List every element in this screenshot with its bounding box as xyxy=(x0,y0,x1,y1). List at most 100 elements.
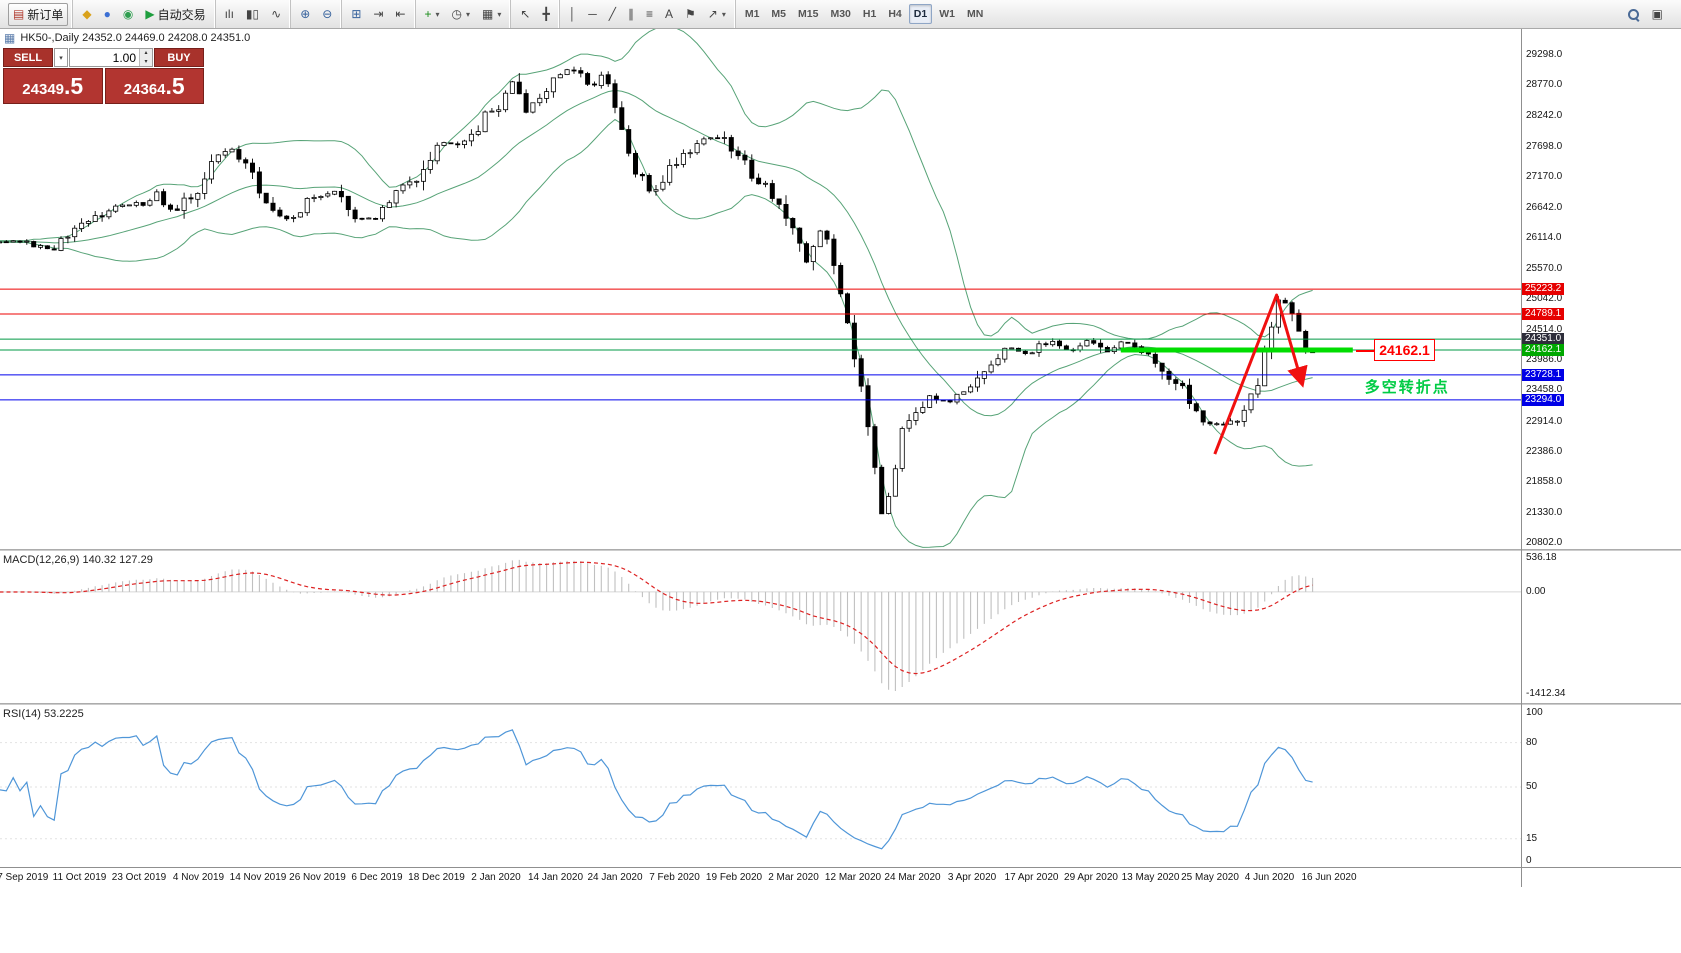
volume-stepper[interactable]: 1.00 ▴ ▾ xyxy=(69,48,153,67)
tile-windows-icon: ⊞ xyxy=(351,7,362,21)
rsi-panel[interactable]: RSI(14) 53.2225 100 80 50 15 0 xyxy=(0,705,1681,867)
zoom-in-button[interactable]: ⊕ xyxy=(295,5,315,23)
toolbar-group-windows: ⊞ ⇥ ⇤ xyxy=(341,0,414,28)
price-tick-label: 23458.0 xyxy=(1526,384,1563,396)
price-badge-24789.1: 24789.1 xyxy=(1522,307,1565,320)
bar-chart-button[interactable]: ılı xyxy=(220,5,239,23)
timeframe-mn[interactable]: MN xyxy=(962,4,988,24)
rsi-canvas xyxy=(0,729,1521,850)
volume-value: 1.00 xyxy=(112,51,136,65)
spin-up-icon[interactable]: ▴ xyxy=(140,49,152,58)
label-button[interactable]: ⚑ xyxy=(680,5,701,23)
timeframe-mn-label: MN xyxy=(966,8,984,20)
templates-button[interactable]: ▦ ▾ xyxy=(477,5,506,23)
navigator-icon[interactable]: ● xyxy=(99,5,116,23)
order-type-dropdown[interactable]: ▾ xyxy=(54,48,68,67)
arrows-button[interactable]: ↗ ▾ xyxy=(703,5,731,23)
price-tick-label: 23986.0 xyxy=(1526,354,1563,366)
price-tick-label: 24514.0 xyxy=(1526,323,1563,335)
cursor-button[interactable]: ↖ xyxy=(515,5,535,23)
vertical-line-icon: │ xyxy=(568,7,577,21)
macd-signal-line xyxy=(0,561,1313,675)
candlestick-chart-button[interactable]: ▮▯ xyxy=(241,5,264,23)
line-chart-button[interactable]: ∿ xyxy=(266,5,286,23)
trade-buttons-row: SELL ▾ 1.00 ▴ ▾ BUY xyxy=(3,48,204,67)
date-tick-label: 19 Feb 2020 xyxy=(705,872,763,883)
sell-price-display[interactable]: 24349.5 xyxy=(3,68,103,104)
terminal-icon[interactable]: ◉ xyxy=(118,5,138,23)
price-chart-panel[interactable]: ▦ HK50-,Daily 24352.0 24469.0 24208.0 24… xyxy=(0,29,1681,549)
macd-label: MACD(12,26,9) 140.32 127.29 xyxy=(3,554,153,566)
horizontal-line-button[interactable]: ─ xyxy=(583,5,602,23)
auto-scroll-button[interactable]: ⇥ xyxy=(368,5,388,23)
equidistant-channel-icon: ∥ xyxy=(627,7,634,21)
timeframe-m15-label: M15 xyxy=(798,8,819,20)
symbol-search-button[interactable] xyxy=(1622,5,1645,24)
market-watch-icon-icon: ◆ xyxy=(82,7,92,21)
timeframe-m1[interactable]: M1 xyxy=(740,4,765,24)
market-watch-icon[interactable]: ◆ xyxy=(77,5,96,23)
text-button[interactable]: A xyxy=(660,5,678,23)
equidistant-channel-button[interactable]: ∥ xyxy=(623,5,639,23)
date-tick-label: 2 Jan 2020 xyxy=(471,872,521,883)
date-tick-label: 25 May 2020 xyxy=(1181,872,1239,883)
date-tick-label: 4 Jun 2020 xyxy=(1244,872,1295,883)
toolbar-group-chart-tools: + ▾ ◷ ▾ ▦ ▾ xyxy=(414,0,511,28)
autotrading-icon: ▶ xyxy=(145,7,155,21)
buy-price-display[interactable]: 24364.5 xyxy=(104,68,204,104)
periods-button[interactable]: ◷ ▾ xyxy=(447,5,476,23)
price-tick-label: 22386.0 xyxy=(1526,446,1563,458)
macd-axis-label: -1412.34 xyxy=(1526,688,1566,699)
timeframe-m15[interactable]: M15 xyxy=(793,4,823,24)
bollinger-lower-band xyxy=(0,118,1313,548)
timeframe-h1[interactable]: H1 xyxy=(858,4,881,24)
zoom-out-button[interactable]: ⊖ xyxy=(317,5,337,23)
terminal-icon-icon: ◉ xyxy=(122,7,134,21)
price-tick-label: 20802.0 xyxy=(1526,537,1563,548)
window-layout-button[interactable]: ▣ xyxy=(1647,5,1668,23)
macd-panel[interactable]: MACD(12,26,9) 140.32 127.29 536.18 0.00 -1… xyxy=(0,551,1681,703)
sell-button[interactable]: SELL xyxy=(3,48,53,67)
autotrading-button[interactable]: ▶ 自动交易 xyxy=(140,3,210,26)
tile-windows-button[interactable]: ⊞ xyxy=(346,5,366,23)
buy-button[interactable]: BUY xyxy=(154,48,204,67)
timeframe-m5[interactable]: M5 xyxy=(766,4,791,24)
chart-shift-button[interactable]: ⇤ xyxy=(390,5,410,23)
vertical-line-button[interactable]: │ xyxy=(564,5,582,23)
spin-down-icon[interactable]: ▾ xyxy=(140,57,152,66)
text-icon: A xyxy=(664,7,673,21)
macd-axis-label: 0.00 xyxy=(1526,585,1546,597)
chart-window: ▦ HK50-,Daily 24352.0 24469.0 24208.0 24… xyxy=(0,29,1681,953)
timeframe-h1-label: H1 xyxy=(862,8,877,20)
new-order-button-label: 新订单 xyxy=(27,7,64,22)
date-tick-label: 14 Jan 2020 xyxy=(527,872,584,883)
toolbar-group-orders: ▤ 新订单 xyxy=(4,0,72,28)
fibonacci-button[interactable]: ≡ xyxy=(641,5,658,23)
trend-arrow[interactable] xyxy=(1213,293,1308,455)
new-order-button[interactable]: ▤ 新订单 xyxy=(8,2,69,26)
panel-separator[interactable] xyxy=(0,703,1681,705)
volume-spin-buttons[interactable]: ▴ ▾ xyxy=(139,49,152,66)
price-level-label[interactable]: 24162.1 xyxy=(1356,338,1435,361)
candlestick-chart-icon: ▮▯ xyxy=(245,7,260,21)
turning-point-annotation[interactable]: 多空转折点 xyxy=(1364,379,1450,397)
date-tick-label: 27 Sep 2019 xyxy=(0,872,49,883)
trendline-button[interactable]: ╱ xyxy=(604,5,621,23)
templates-icon: ▦ xyxy=(482,7,494,21)
timeframe-d1[interactable]: D1 xyxy=(908,4,933,24)
timeframe-m30[interactable]: M30 xyxy=(825,4,855,24)
fibonacci-icon: ≡ xyxy=(645,7,653,21)
timeframe-h4[interactable]: H4 xyxy=(883,4,906,24)
bollinger-middle-band xyxy=(0,89,1313,417)
date-tick-label: 24 Jan 2020 xyxy=(587,872,643,883)
panel-separator[interactable] xyxy=(0,549,1681,551)
price-badge-23728.1: 23728.1 xyxy=(1522,368,1565,381)
date-tick-label: 12 Mar 2020 xyxy=(824,872,882,883)
price-chart-canvas[interactable] xyxy=(0,29,1521,549)
label-icon: ⚑ xyxy=(684,7,696,21)
crosshair-button[interactable]: ╋ xyxy=(537,5,554,23)
timeframe-w1[interactable]: W1 xyxy=(934,4,960,24)
indicators-button[interactable]: + ▾ xyxy=(420,5,445,23)
